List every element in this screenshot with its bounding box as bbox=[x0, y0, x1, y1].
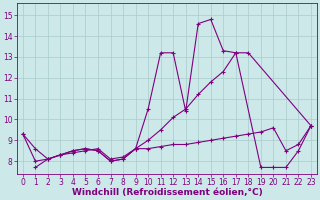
X-axis label: Windchill (Refroidissement éolien,°C): Windchill (Refroidissement éolien,°C) bbox=[72, 188, 262, 197]
